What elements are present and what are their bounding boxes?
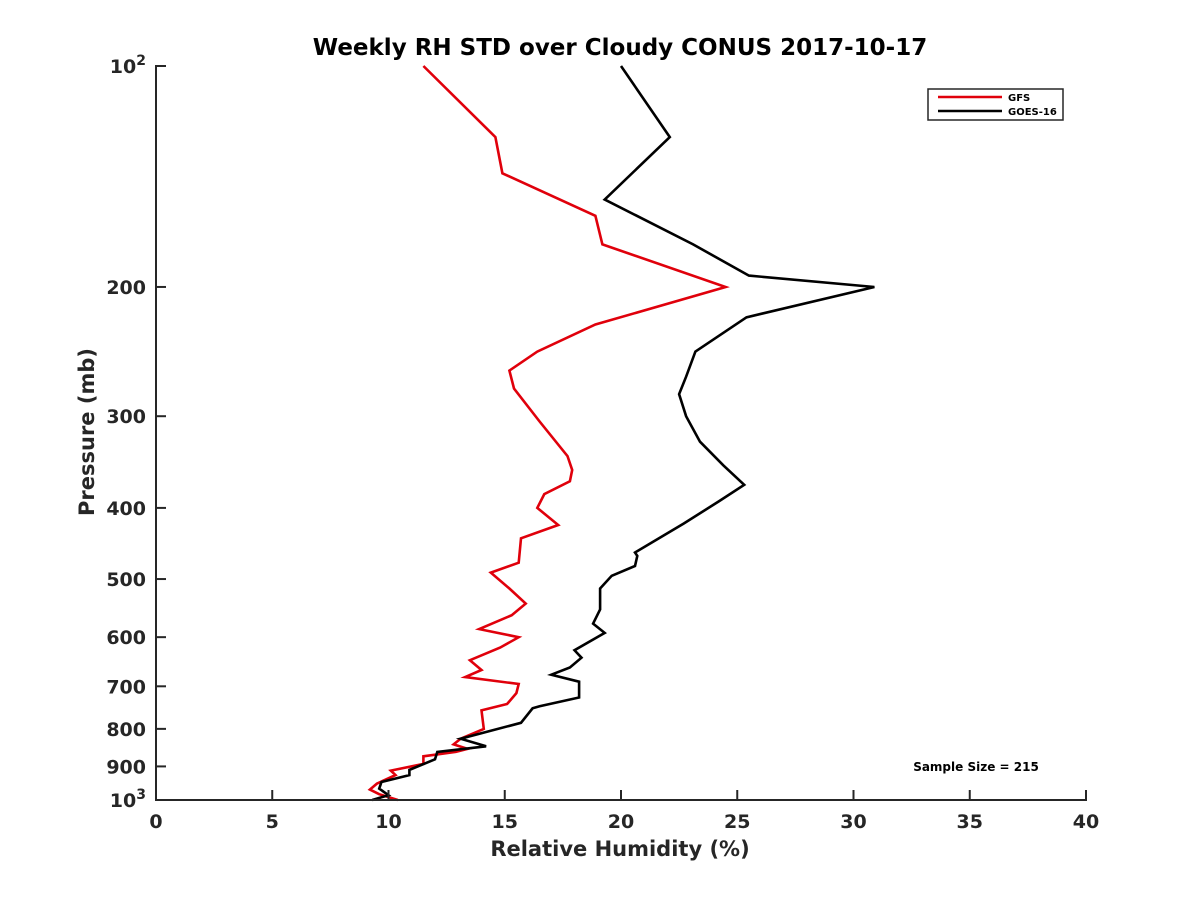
y-tick-label: 103 <box>110 787 146 812</box>
plot-lines <box>367 65 875 802</box>
sample-size-annotation: Sample Size = 215 <box>913 760 1039 774</box>
y-axis-label: Pressure (mb) <box>75 348 99 516</box>
axes <box>155 65 1087 801</box>
y-tick-label: 700 <box>106 676 146 698</box>
y-tick-label: 102 <box>110 53 146 78</box>
y-tick-label: 200 <box>106 277 146 299</box>
legend-label: GFS <box>1008 93 1030 104</box>
y-tick-label: 300 <box>106 406 146 428</box>
y-tick-label: 400 <box>106 498 146 520</box>
x-tick-label: 25 <box>724 811 750 833</box>
legend: GFS GOES-16 <box>927 88 1064 121</box>
legend-box <box>927 88 1064 121</box>
y-tick-label: 900 <box>106 756 146 778</box>
x-tick-label: 30 <box>840 811 866 833</box>
y-tick-label: 800 <box>106 719 146 741</box>
y-tick-label: 500 <box>106 569 146 591</box>
x-axis-label: Relative Humidity (%) <box>490 837 749 861</box>
x-tick-label: 20 <box>608 811 634 833</box>
x-tick-label: 40 <box>1073 811 1099 833</box>
y-axis-ticks: 102 200 300 400 500 600 700 800 900 103 <box>106 53 166 812</box>
y-tick-label: 600 <box>106 627 146 649</box>
series-line-goes-16 <box>371 65 875 802</box>
legend-label: GOES-16 <box>1008 107 1057 118</box>
series-line-gfs <box>367 65 730 802</box>
x-tick-label: 10 <box>375 811 401 833</box>
x-tick-label: 5 <box>266 811 279 833</box>
chart-title: Weekly RH STD over Cloudy CONUS 2017-10-… <box>313 35 927 61</box>
x-axis-ticks: 0 5 10 15 20 25 30 35 40 <box>149 790 1099 833</box>
x-tick-label: 15 <box>492 811 518 833</box>
x-tick-label: 35 <box>957 811 983 833</box>
x-tick-label: 0 <box>149 811 162 833</box>
